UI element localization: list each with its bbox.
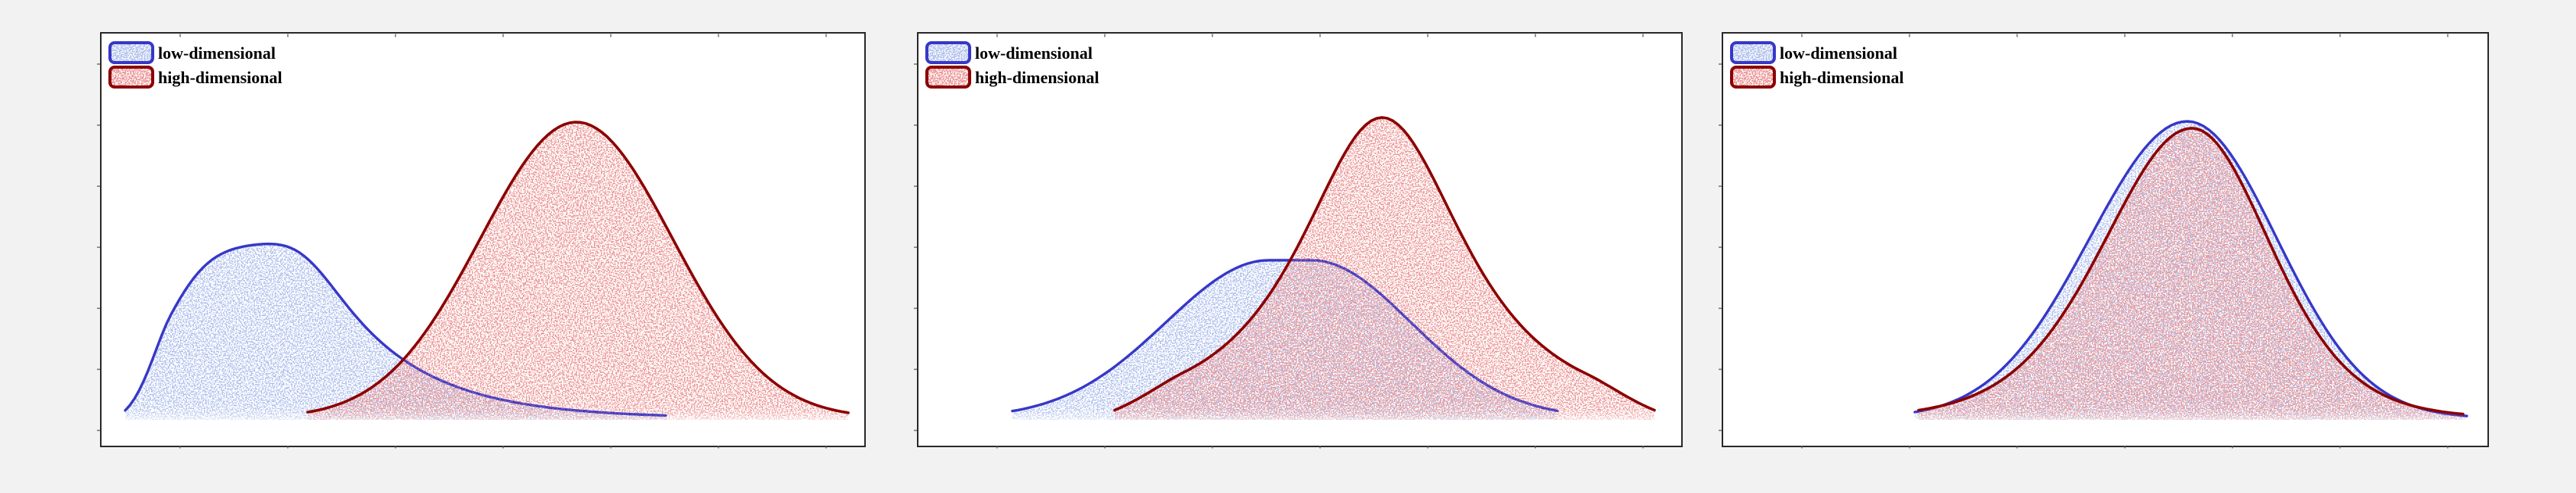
svg-text:high-dimensional: high-dimensional bbox=[158, 68, 282, 87]
svg-text:low-dimensional: low-dimensional bbox=[1780, 44, 1897, 63]
svg-text:high-dimensional: high-dimensional bbox=[1780, 68, 1904, 87]
svg-text:high-dimensional: high-dimensional bbox=[975, 68, 1099, 87]
svg-text:low-dimensional: low-dimensional bbox=[975, 44, 1093, 63]
svg-text:low-dimensional: low-dimensional bbox=[158, 44, 276, 63]
